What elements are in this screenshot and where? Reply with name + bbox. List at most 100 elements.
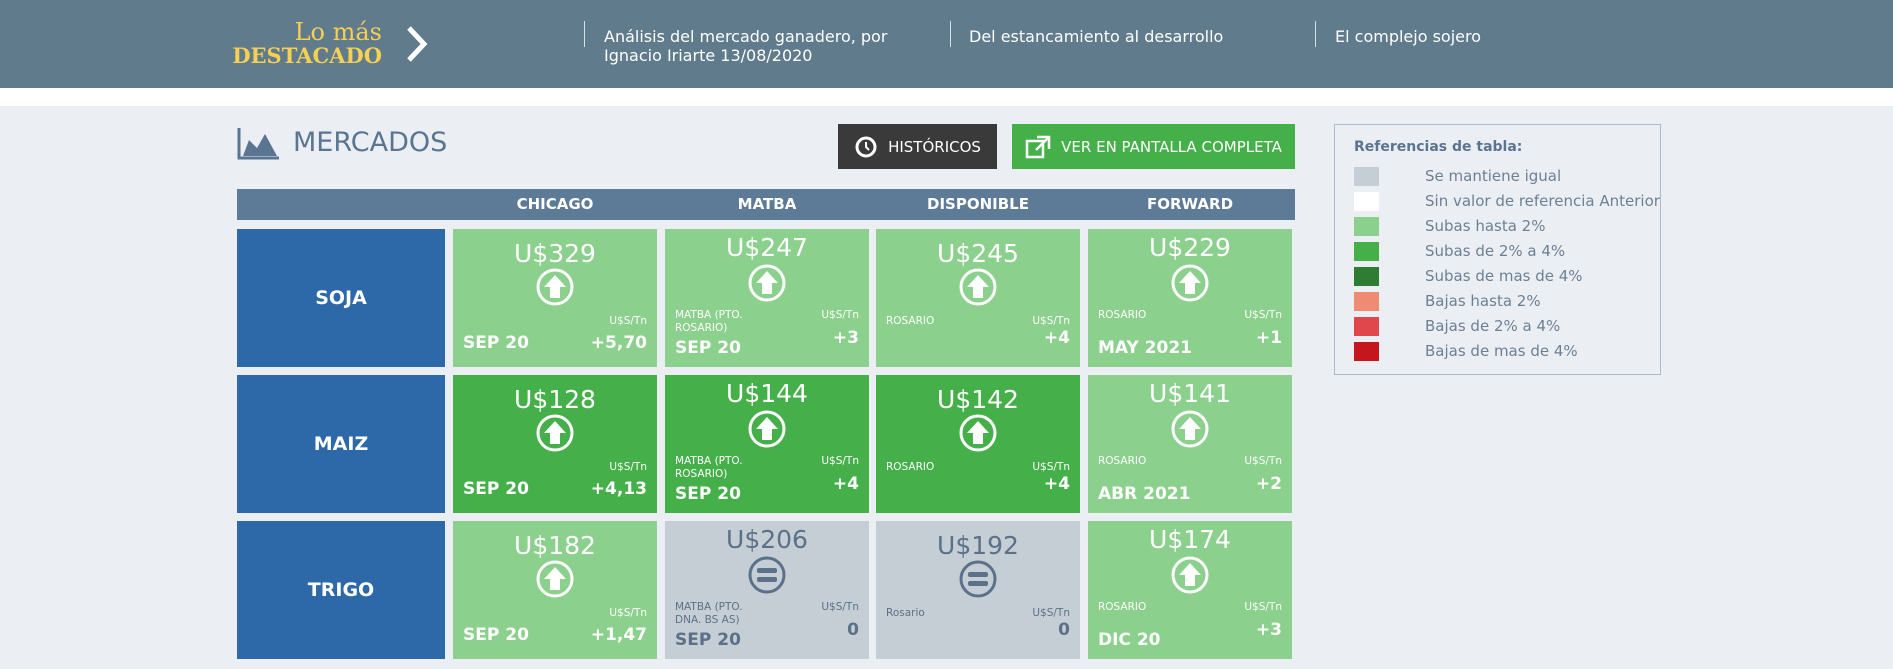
nav-link[interactable]: El complejo sojero — [1335, 27, 1482, 46]
unit: U$S/Tn — [609, 315, 647, 327]
legend-label: Subas hasta 2% — [1425, 217, 1546, 235]
period: SEP 20 — [675, 484, 741, 504]
chart-icon — [237, 128, 279, 160]
period: SEP 20 — [463, 479, 529, 499]
change: +1 — [1255, 328, 1282, 348]
row-header: TRIGO — [237, 521, 445, 659]
change: +4 — [1043, 328, 1070, 348]
change: +4 — [832, 474, 859, 494]
top-bar — [0, 0, 1893, 88]
place: ROSARIO — [886, 315, 935, 327]
nav-link[interactable]: Análisis del mercado ganadero, por Ignac… — [604, 27, 888, 65]
history-icon — [855, 136, 877, 157]
legend-label: Bajas hasta 2% — [1425, 292, 1541, 310]
row-header: SOJA — [237, 229, 445, 367]
price: U$206 — [726, 525, 808, 554]
column-header: FORWARD — [1146, 195, 1234, 213]
period: SEP 20 — [675, 630, 741, 650]
unit: U$S/Tn — [1032, 607, 1070, 619]
unit: U$S/Tn — [1244, 455, 1282, 467]
button-label: HISTÓRICOS — [888, 137, 981, 156]
legend-swatch — [1354, 217, 1379, 236]
trend-icon — [1171, 264, 1209, 302]
period: SEP 20 — [463, 333, 529, 353]
external-icon — [1025, 135, 1051, 158]
unit: U$S/Tn — [1244, 601, 1282, 613]
unit: U$S/Tn — [609, 607, 647, 619]
column-header: DISPONIBLE — [927, 195, 1029, 213]
price: U$142 — [937, 385, 1019, 414]
trend-icon — [536, 560, 574, 598]
legend-swatch — [1354, 292, 1379, 311]
period: ABR 2021 — [1098, 484, 1191, 504]
trend-icon — [1171, 410, 1209, 448]
change: +3 — [832, 328, 859, 348]
legend-swatch — [1354, 167, 1379, 186]
trend-icon — [959, 414, 997, 452]
legend-swatch — [1354, 317, 1379, 336]
historicos-button[interactable]: HISTÓRICOS — [838, 124, 997, 169]
change: +1,47 — [590, 625, 647, 645]
trend-icon — [536, 414, 574, 452]
column-header: MATBA — [737, 195, 797, 213]
button-label: VER EN PANTALLA COMPLETA — [1061, 137, 1282, 156]
legend-box — [1334, 124, 1661, 375]
place: ROSARIO — [1098, 309, 1147, 321]
unit: U$S/Tn — [821, 309, 859, 321]
unit: U$S/Tn — [821, 455, 859, 467]
trend-icon — [1171, 556, 1209, 594]
price-cell: U$229 ROSARIO U$S/Tn MAY 2021 +1 — [1088, 229, 1292, 367]
price-cell: U$329 U$S/Tn SEP 20 +5,70 — [453, 229, 657, 367]
trend-icon — [748, 556, 786, 594]
period: SEP 20 — [675, 338, 741, 358]
price-cell: U$174 ROSARIO U$S/Tn DIC 20 +3 — [1088, 521, 1292, 659]
white-strip — [0, 88, 1893, 106]
row-header: MAIZ — [237, 375, 445, 513]
price: U$174 — [1149, 525, 1231, 554]
price: U$144 — [726, 379, 808, 408]
trend-icon — [959, 268, 997, 306]
place: MATBA (PTO. ROSARIO) — [675, 455, 743, 480]
price-cell: U$182 U$S/Tn SEP 20 +1,47 — [453, 521, 657, 659]
legend-label: Bajas de mas de 4% — [1425, 342, 1578, 360]
period: MAY 2021 — [1098, 338, 1192, 358]
legend-label: Subas de mas de 4% — [1425, 267, 1583, 285]
divider — [584, 21, 585, 47]
legend-swatch — [1354, 342, 1379, 361]
price: U$229 — [1149, 233, 1231, 262]
place: ROSARIO — [1098, 601, 1147, 613]
trend-icon — [748, 264, 786, 302]
price: U$245 — [937, 239, 1019, 268]
divider — [1315, 21, 1316, 47]
legend-label: Bajas de 2% a 4% — [1425, 317, 1561, 335]
change: +4,13 — [590, 479, 647, 499]
brand-bottom: DESTACADO — [232, 43, 382, 68]
price-cell: U$142 ROSARIO U$S/Tn +4 — [876, 375, 1080, 513]
nav-link[interactable]: Del estancamiento al desarrollo — [969, 27, 1224, 46]
legend-swatch — [1354, 267, 1379, 286]
price-cell: U$128 U$S/Tn SEP 20 +4,13 — [453, 375, 657, 513]
unit: U$S/Tn — [1244, 309, 1282, 321]
period: DIC 20 — [1098, 630, 1161, 650]
unit: U$S/Tn — [1032, 315, 1070, 327]
place: MATBA (PTO. DNA. BS AS) — [675, 601, 743, 626]
price: U$128 — [514, 385, 596, 414]
place: Rosario — [886, 607, 925, 619]
trend-icon — [748, 410, 786, 448]
change: +5,70 — [590, 333, 647, 353]
column-header-bar — [237, 189, 1295, 220]
legend-label: Subas de 2% a 4% — [1425, 242, 1566, 260]
change: +3 — [1255, 620, 1282, 640]
divider — [950, 21, 951, 47]
chevron — [407, 26, 428, 62]
change: 0 — [1058, 620, 1070, 640]
legend-swatch — [1354, 242, 1379, 261]
price-cell: U$141 ROSARIO U$S/Tn ABR 2021 +2 — [1088, 375, 1292, 513]
unit: U$S/Tn — [821, 601, 859, 613]
price: U$182 — [514, 531, 596, 560]
trend-icon — [536, 268, 574, 306]
change: +2 — [1255, 474, 1282, 494]
unit: U$S/Tn — [1032, 461, 1070, 473]
fullscreen-button[interactable]: VER EN PANTALLA COMPLETA — [1012, 124, 1295, 169]
legend-title: Referencias de tabla: — [1354, 139, 1523, 155]
